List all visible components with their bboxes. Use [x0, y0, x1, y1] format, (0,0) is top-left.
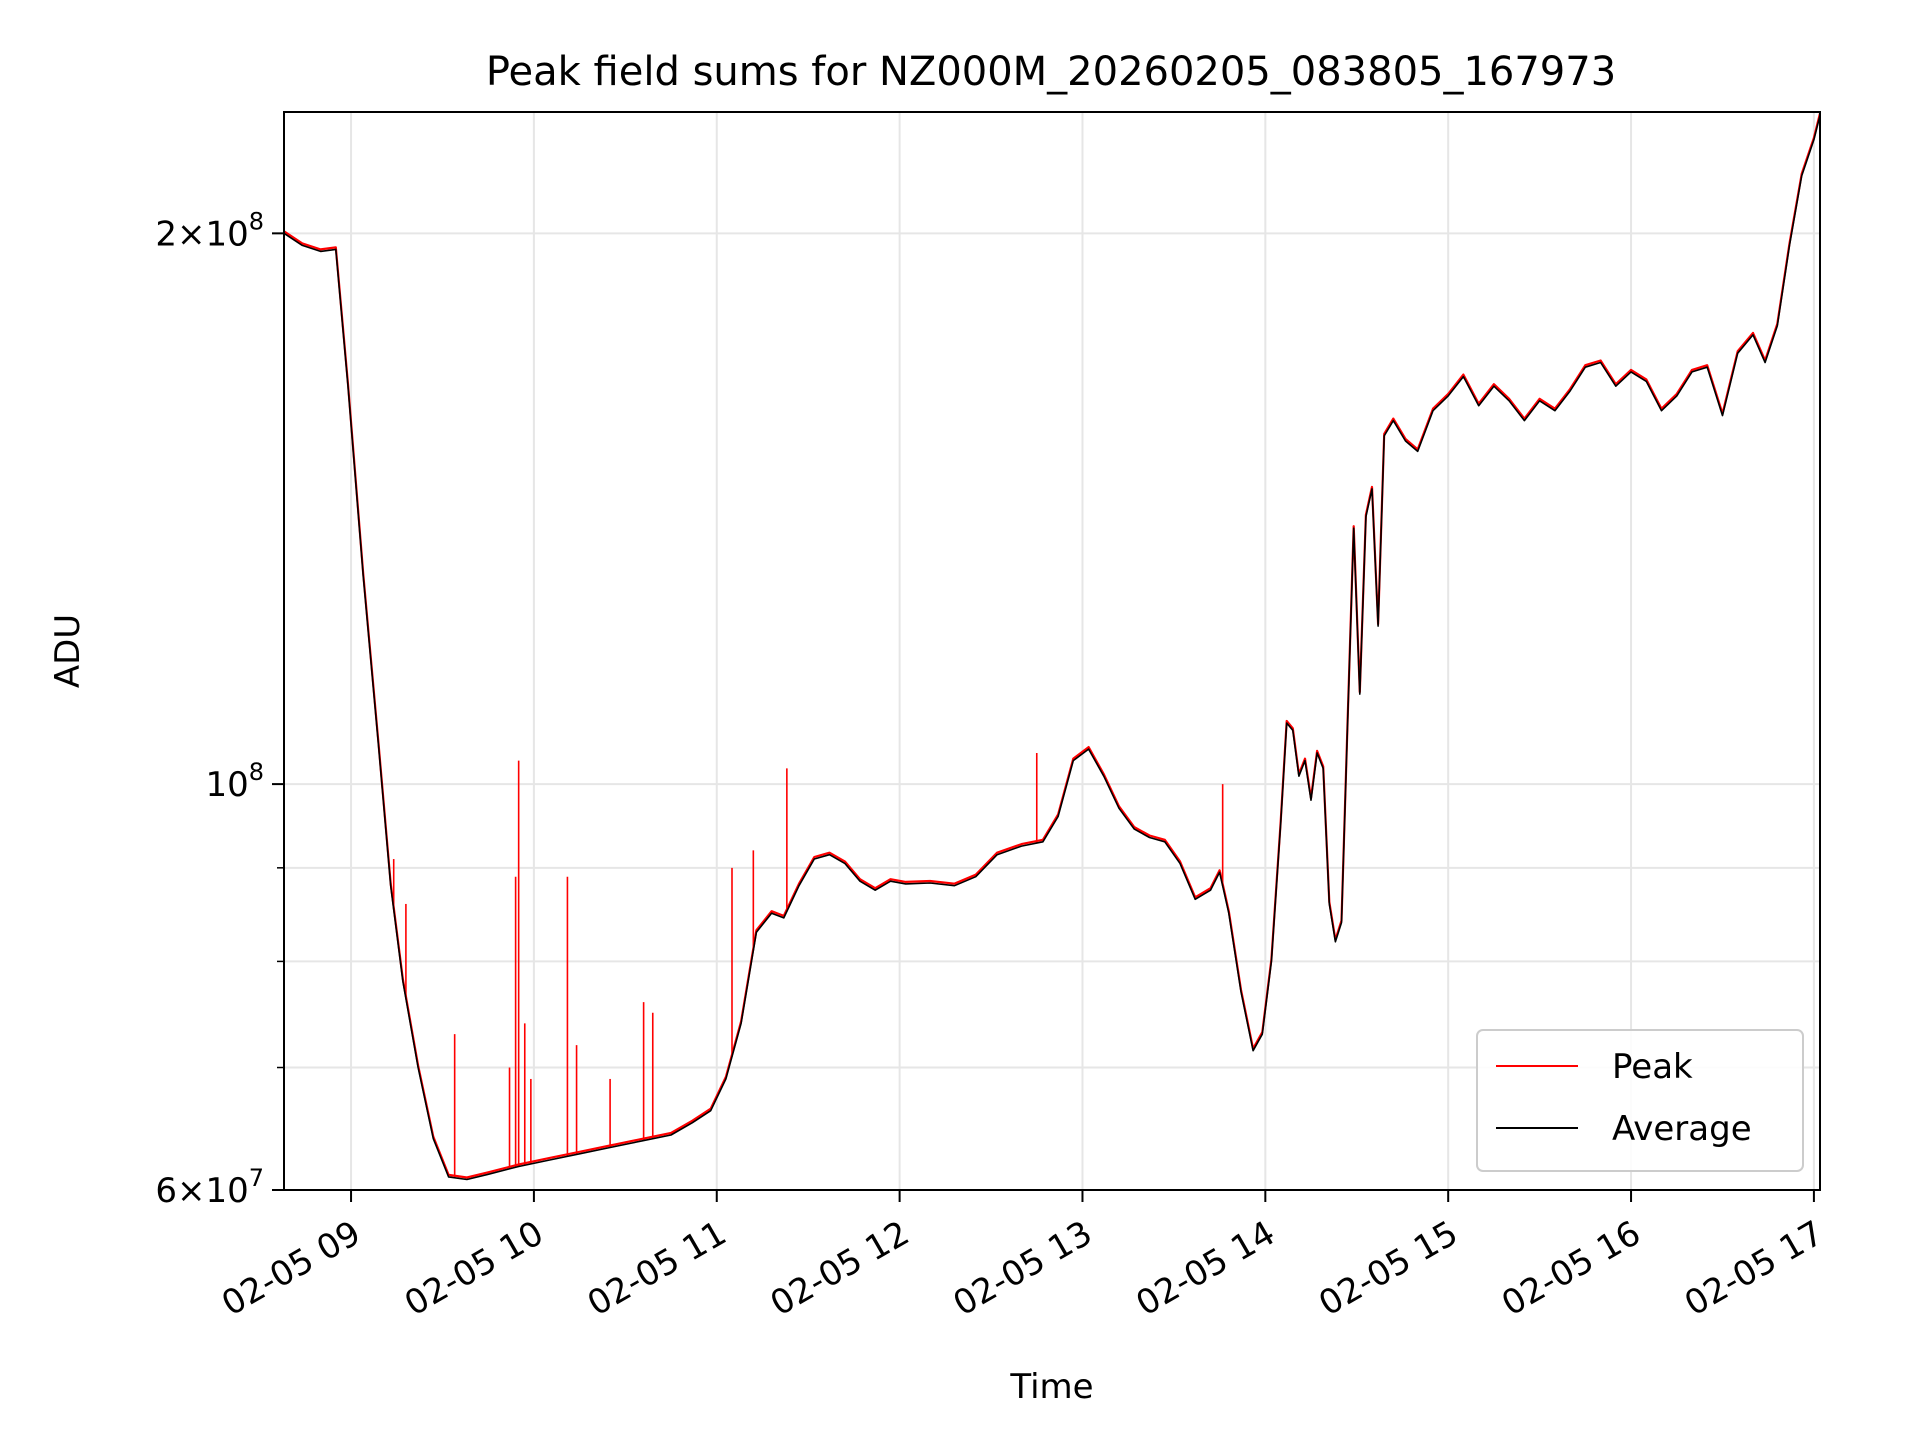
- peak-series-line: [283, 113, 1822, 1179]
- legend-label-peak: Peak: [1612, 1047, 1693, 1087]
- x-tick-label: 02-05 09: [215, 1213, 367, 1324]
- chart-legend: Peak Average: [1476, 1029, 1804, 1172]
- y-axis-label: ADU: [48, 614, 88, 688]
- plot-area-frame: [283, 111, 1821, 1191]
- grid-lines: [284, 112, 1820, 1191]
- x-tick-label: 02-05 11: [581, 1213, 733, 1324]
- x-tick-label: 02-05 16: [1495, 1213, 1647, 1324]
- x-tick-label: 02-05 10: [398, 1213, 550, 1324]
- x-axis-label: Time: [1009, 1367, 1093, 1407]
- y-tick-label: 6×107: [155, 1164, 264, 1211]
- y-axis: 6×107 108 2×108: [155, 207, 284, 1211]
- legend-label-average: Average: [1612, 1109, 1752, 1149]
- x-tick-label: 02-05 14: [1129, 1213, 1281, 1324]
- x-tick-label: 02-05 17: [1678, 1213, 1830, 1324]
- y-tick-label: 2×108: [155, 207, 264, 254]
- x-tick-label: 02-05 15: [1312, 1213, 1464, 1324]
- x-tick-label: 02-05 13: [947, 1213, 1099, 1324]
- y-tick-label: 108: [205, 758, 264, 805]
- average-series-line: [283, 115, 1821, 1181]
- x-axis: 02-05 09 02-05 10 02-05 11 02-05 12 02-05 13…: [215, 1190, 1830, 1324]
- chart-title: Peak field sums for NZ000M_20260205_0838…: [486, 49, 1616, 95]
- plot-series: [283, 113, 1822, 1181]
- x-tick-label: 02-05 12: [764, 1213, 916, 1324]
